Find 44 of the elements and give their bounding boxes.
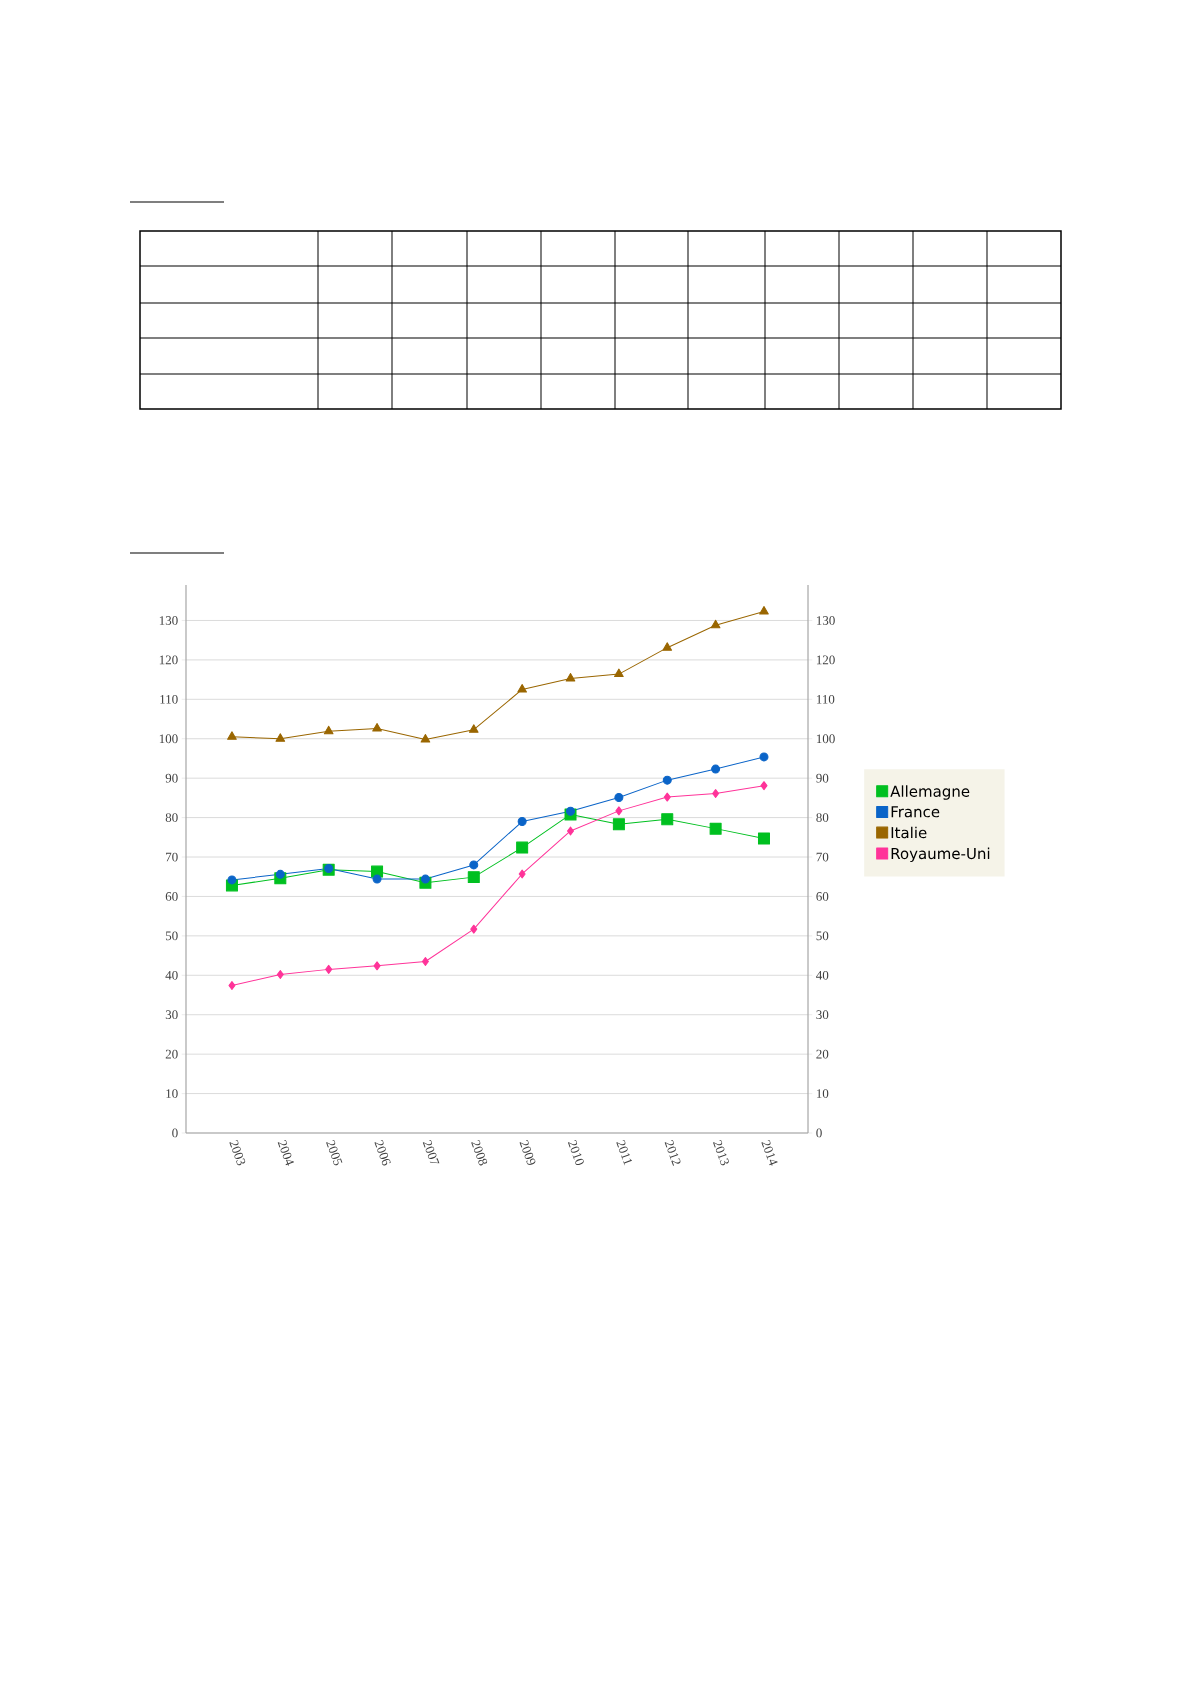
y-tick-label: 80: [165, 813, 178, 822]
x-tick-label: 2009: [519, 1140, 536, 1165]
y-tick-label: 90: [165, 773, 178, 783]
y-tick-label: 30: [165, 1010, 178, 1020]
y2-tick-label: 40: [816, 970, 829, 980]
y-tick-label: 120: [159, 655, 178, 665]
y-tick-label: 100: [159, 734, 178, 744]
y-tick-label: 50: [165, 931, 178, 941]
x-tick-label: 2007: [422, 1140, 440, 1164]
x-tick-label: 2011: [616, 1140, 633, 1166]
y2-tick-label: 10: [816, 1089, 829, 1098]
y-tick-label: 60: [165, 892, 178, 901]
y-tick-label: 130: [159, 616, 178, 625]
y2-tick-label: 0: [816, 1128, 822, 1138]
y-tick-label: 10: [166, 1089, 178, 1098]
x-tick-label: 2004: [277, 1140, 294, 1166]
y-tick-label: 20: [165, 1049, 178, 1059]
y2-tick-label: 80: [816, 813, 829, 822]
y-tick-label: 40: [165, 970, 178, 980]
y2-tick-label: 60: [816, 892, 829, 901]
y-tick-label: 110: [160, 694, 178, 704]
x-tick-label: 2008: [471, 1140, 488, 1166]
y-tick-label: 70: [166, 852, 178, 862]
y2-tick-label: 70: [816, 852, 829, 862]
legend-label: Italie: [891, 826, 927, 839]
legend-label: Royaume-Uni: [891, 847, 990, 863]
legend-label: Allemagne: [890, 785, 970, 800]
y-tick-label: 0: [172, 1128, 178, 1138]
x-tick-label: 2014: [761, 1140, 778, 1166]
y2-tick-label: 120: [816, 655, 835, 665]
x-tick-label: 2006: [374, 1140, 391, 1166]
y2-tick-label: 110: [816, 694, 835, 704]
y2-tick-label: 20: [816, 1049, 829, 1059]
y2-tick-label: 30: [816, 1010, 829, 1020]
y2-tick-label: 50: [816, 931, 829, 941]
y2-tick-label: 90: [816, 773, 829, 783]
legend-label: France: [891, 806, 940, 818]
x-tick-label: 2005: [326, 1140, 343, 1166]
x-tick-label: 2012: [664, 1140, 681, 1166]
y2-tick-label: 130: [816, 616, 835, 625]
y2-tick-label: 100: [816, 734, 835, 744]
x-tick-label: 2003: [229, 1140, 246, 1166]
x-tick-label: 2013: [713, 1140, 729, 1166]
x-tick-label: 2010: [567, 1140, 584, 1166]
